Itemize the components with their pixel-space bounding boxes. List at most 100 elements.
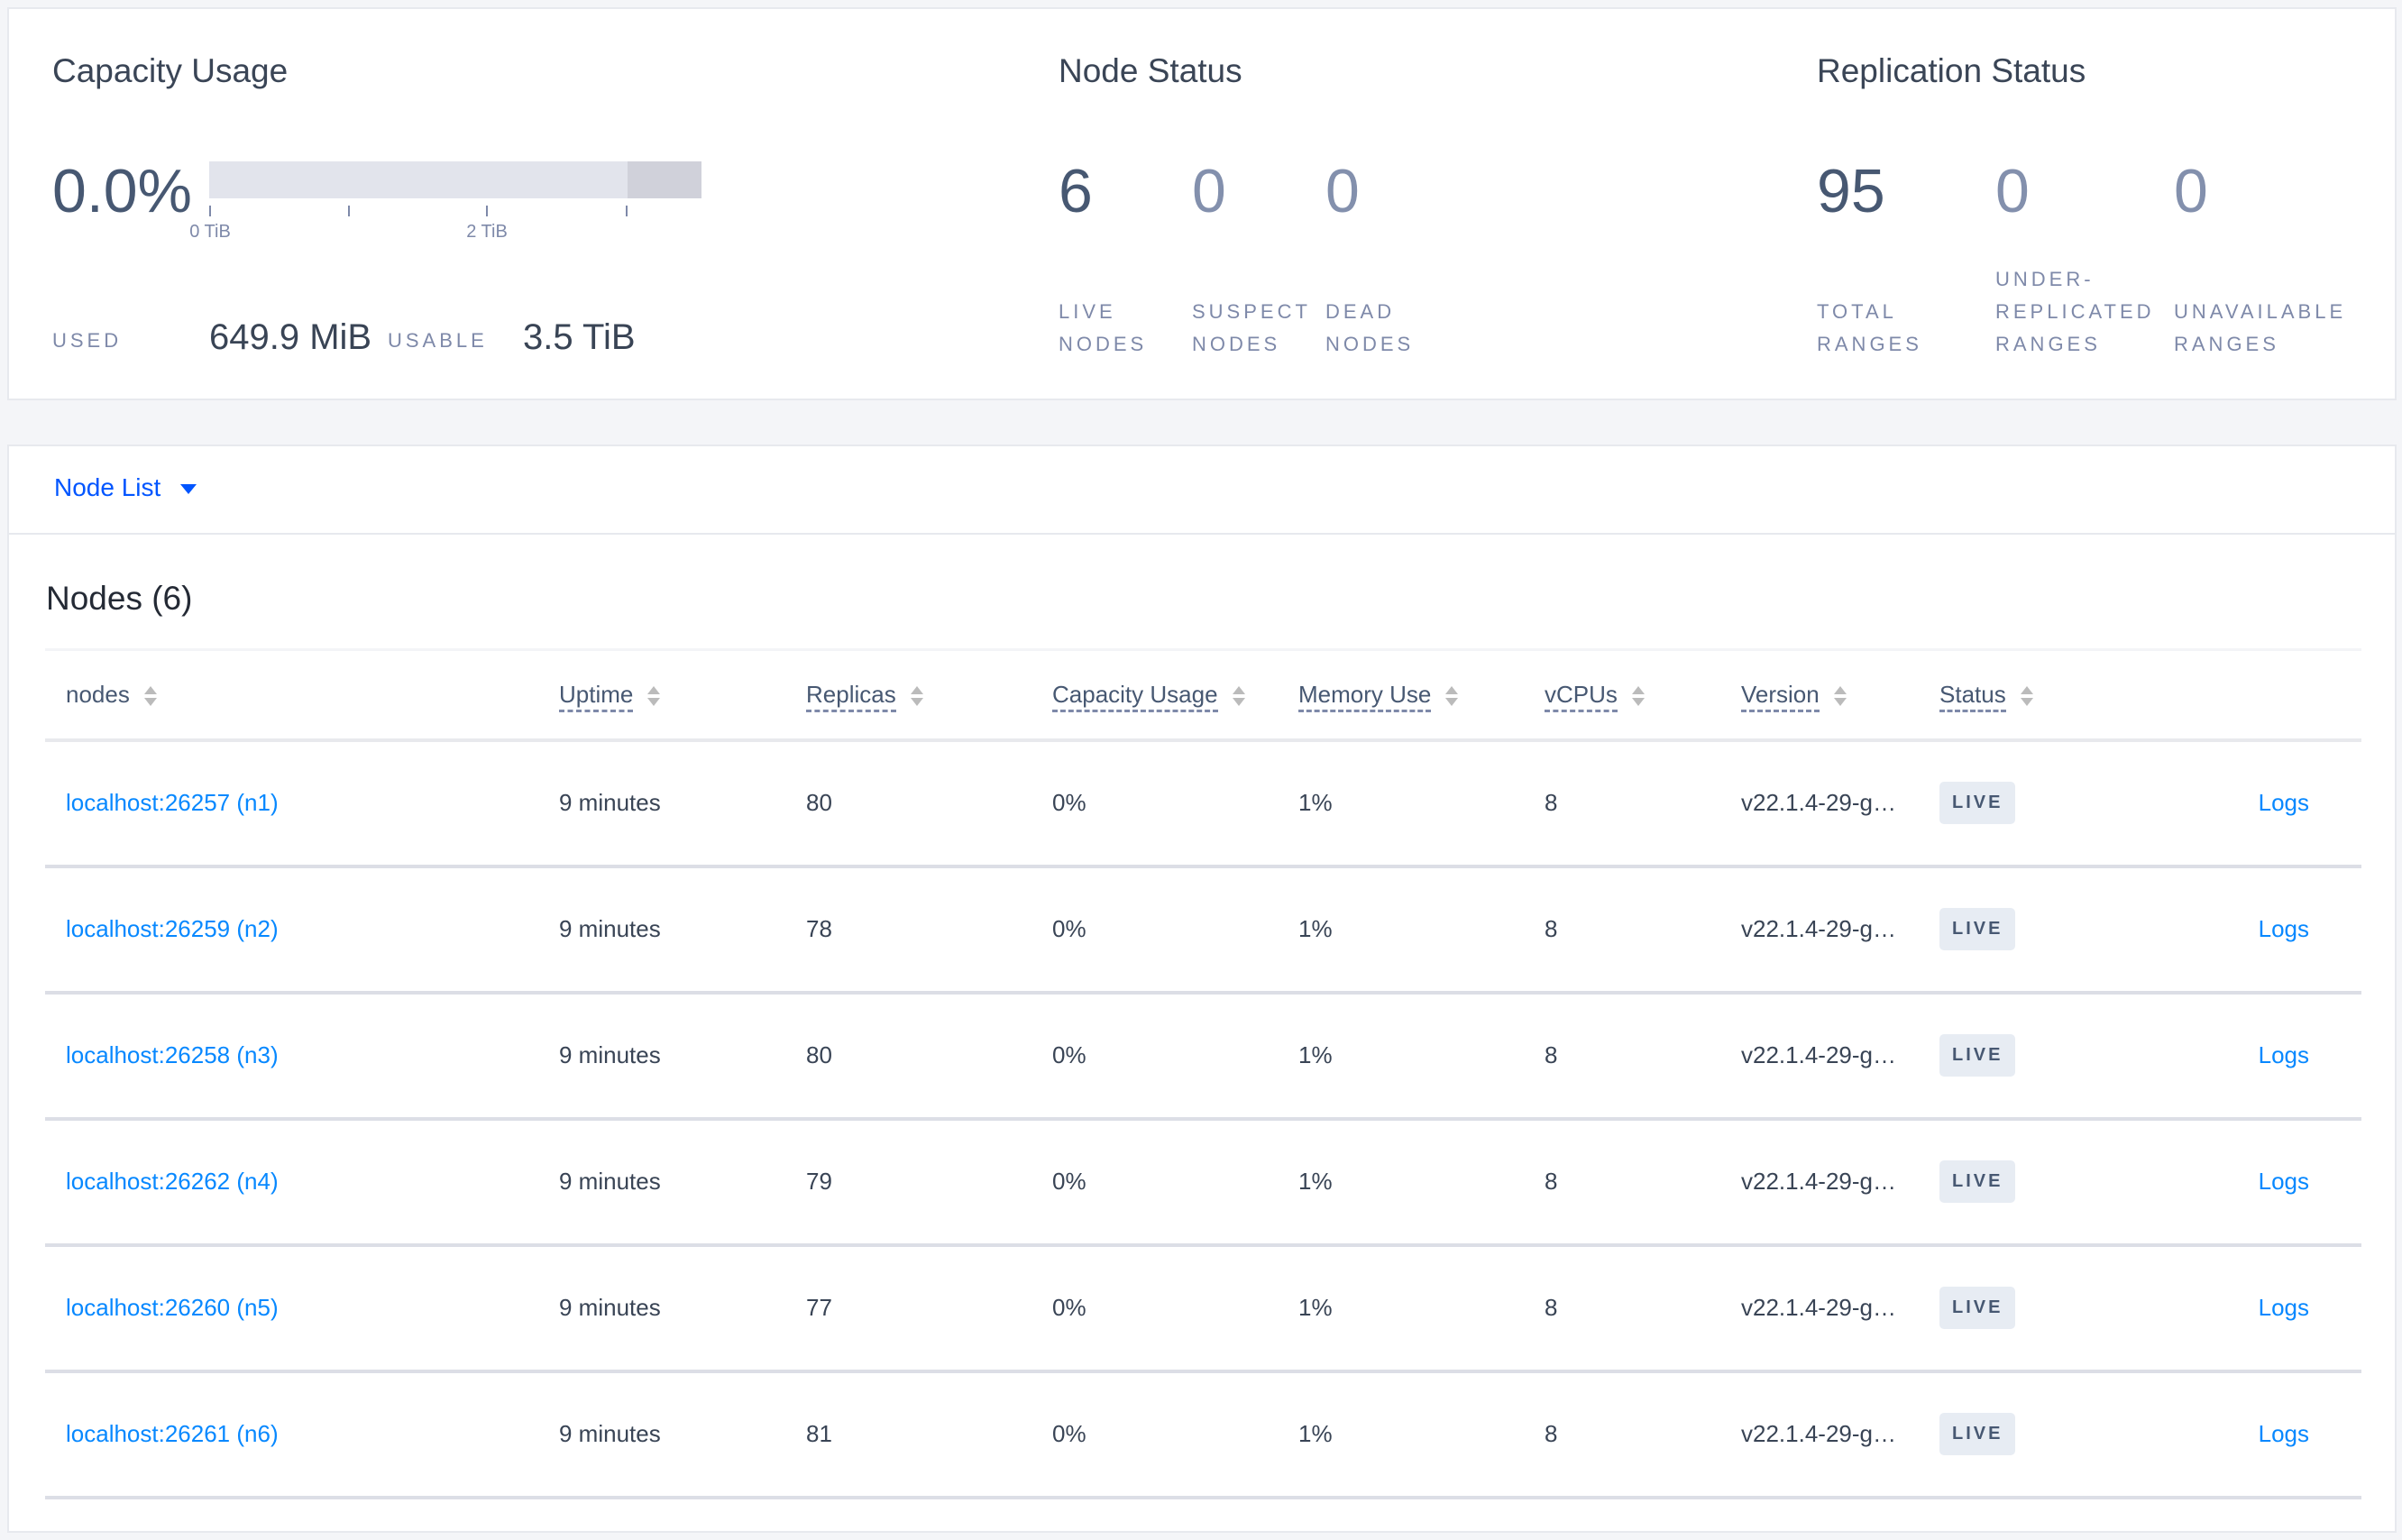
axis-label: 2 TiB bbox=[466, 222, 508, 242]
logs-cell: Logs bbox=[2138, 993, 2361, 1119]
sort-icon[interactable] bbox=[647, 685, 661, 706]
under-replicated-count: 0 bbox=[1995, 157, 2030, 225]
column-header-memory-use[interactable]: Memory Use bbox=[1298, 650, 1545, 740]
live-nodes-count: 6 bbox=[1059, 157, 1093, 225]
sort-icon[interactable] bbox=[143, 685, 157, 706]
dead-nodes-count: 0 bbox=[1325, 157, 1360, 225]
logs-link[interactable]: Logs bbox=[2258, 1168, 2309, 1195]
vcpus-cell: 8 bbox=[1545, 915, 1558, 942]
memory-cell: 1% bbox=[1298, 915, 1333, 942]
unavailable-ranges-count: 0 bbox=[2174, 157, 2208, 225]
node-cell: localhost:26259 (n2) bbox=[45, 866, 559, 993]
memory-cell: 1% bbox=[1298, 1041, 1333, 1068]
node-link[interactable]: localhost:26259 (n2) bbox=[66, 915, 279, 942]
capacity-cell: 0% bbox=[1052, 1420, 1086, 1447]
column-header-uptime[interactable]: Uptime bbox=[559, 650, 806, 740]
view-selector-dropdown[interactable]: Node List bbox=[54, 473, 197, 502]
replicas-cell: 80 bbox=[806, 1041, 832, 1068]
node-cell: localhost:26261 (n6) bbox=[45, 1371, 559, 1498]
sort-icon[interactable] bbox=[1631, 685, 1645, 706]
capacity-percent: 0.0% bbox=[52, 157, 192, 225]
vcpus-cell: 8 bbox=[1545, 1041, 1558, 1068]
version-cell: v22.1.4-29-g… bbox=[1741, 1168, 1896, 1195]
axis-tick bbox=[486, 206, 488, 216]
node-link[interactable]: localhost:26261 (n6) bbox=[66, 1420, 279, 1447]
suspect-nodes-label: SUSPECT NODES bbox=[1192, 300, 1311, 355]
logs-cell: Logs bbox=[2138, 1371, 2361, 1498]
status-cell: LIVE bbox=[1939, 1119, 2138, 1245]
logs-cell: Logs bbox=[2138, 740, 2361, 866]
sort-icon[interactable] bbox=[1232, 685, 1245, 706]
replication-status-title: Replication Status bbox=[1817, 52, 2086, 89]
logs-link[interactable]: Logs bbox=[2258, 915, 2309, 942]
total-ranges-count: 95 bbox=[1817, 157, 1885, 225]
cluster-summary-card: Capacity Usage 0.0% 0 TiB 2 TiB USED 649… bbox=[7, 7, 2397, 400]
column-header-version[interactable]: Version bbox=[1741, 650, 1939, 740]
node-status-title: Node Status bbox=[1059, 52, 1242, 89]
memory-cell: 1% bbox=[1298, 1168, 1333, 1195]
sort-icon[interactable] bbox=[2020, 685, 2033, 706]
table-row: localhost:26258 (n3) 9 minutes 80 0% 1% 8 v22.… bbox=[45, 993, 2361, 1119]
column-header-actions bbox=[2138, 650, 2361, 740]
node-cell: localhost:26260 (n5) bbox=[45, 1245, 559, 1371]
usable-value: 3.5 TiB bbox=[523, 317, 636, 357]
status-cell: LIVE bbox=[1939, 1245, 2138, 1371]
axis-tick bbox=[209, 206, 211, 216]
column-header-capacity-usage[interactable]: Capacity Usage bbox=[1052, 650, 1298, 740]
status-badge: LIVE bbox=[1939, 1287, 2016, 1329]
sort-icon[interactable] bbox=[1833, 685, 1847, 706]
logs-link[interactable]: Logs bbox=[2258, 789, 2309, 816]
column-header-label: Version bbox=[1741, 680, 1820, 712]
axis-tick bbox=[626, 206, 628, 216]
table-header-row: nodes Uptime Replicas Capacity Usage Memory … bbox=[45, 649, 2361, 740]
memory-cell: 1% bbox=[1298, 789, 1333, 816]
capacity-cell: 0% bbox=[1052, 1294, 1086, 1321]
axis-tick bbox=[348, 206, 350, 216]
total-ranges-label: TOTAL RANGES bbox=[1817, 300, 1922, 355]
status-cell: LIVE bbox=[1939, 1371, 2138, 1498]
table-row: localhost:26257 (n1) 9 minutes 80 0% 1% 8 v22.… bbox=[45, 740, 2361, 866]
sort-icon[interactable] bbox=[1445, 685, 1459, 706]
uptime-cell: 9 minutes bbox=[559, 1041, 661, 1068]
unavailable-ranges-label: UNAVAILABLE RANGES bbox=[2174, 300, 2347, 355]
memory-cell: 1% bbox=[1298, 1420, 1333, 1447]
status-badge: LIVE bbox=[1939, 1413, 2016, 1455]
usable-label: USABLE bbox=[388, 329, 488, 352]
status-cell: LIVE bbox=[1939, 866, 2138, 993]
vcpus-cell: 8 bbox=[1545, 1420, 1558, 1447]
uptime-cell: 9 minutes bbox=[559, 1168, 661, 1195]
used-value: 649.9 MiB bbox=[209, 317, 372, 357]
version-cell: v22.1.4-29-g… bbox=[1741, 1420, 1896, 1447]
node-link[interactable]: localhost:26262 (n4) bbox=[66, 1168, 279, 1195]
replicas-cell: 77 bbox=[806, 1294, 832, 1321]
version-cell: v22.1.4-29-g… bbox=[1741, 789, 1896, 816]
divider bbox=[9, 533, 2395, 535]
capacity-cell: 0% bbox=[1052, 1168, 1086, 1195]
nodes-table-title: Nodes (6) bbox=[46, 580, 193, 617]
column-header-label: Replicas bbox=[806, 680, 896, 712]
caret-down-icon bbox=[180, 484, 197, 495]
view-selector-label: Node List bbox=[54, 473, 161, 501]
under-replicated-label: UNDER- REPLICATED RANGES bbox=[1995, 268, 2155, 355]
column-header-status[interactable]: Status bbox=[1939, 650, 2138, 740]
node-link[interactable]: localhost:26257 (n1) bbox=[66, 789, 279, 816]
column-header-replicas[interactable]: Replicas bbox=[806, 650, 1052, 740]
replicas-cell: 80 bbox=[806, 789, 832, 816]
dead-nodes-label: DEAD NODES bbox=[1325, 300, 1415, 355]
logs-link[interactable]: Logs bbox=[2258, 1041, 2309, 1068]
node-link[interactable]: localhost:26258 (n3) bbox=[66, 1041, 279, 1068]
status-cell: LIVE bbox=[1939, 993, 2138, 1119]
vcpus-cell: 8 bbox=[1545, 1168, 1558, 1195]
logs-link[interactable]: Logs bbox=[2258, 1420, 2309, 1447]
logs-link[interactable]: Logs bbox=[2258, 1294, 2309, 1321]
table-row: localhost:26262 (n4) 9 minutes 79 0% 1% 8 v22.… bbox=[45, 1119, 2361, 1245]
node-cell: localhost:26257 (n1) bbox=[45, 740, 559, 866]
logs-cell: Logs bbox=[2138, 866, 2361, 993]
column-header-nodes[interactable]: nodes bbox=[45, 650, 559, 740]
sort-icon[interactable] bbox=[910, 685, 923, 706]
node-link[interactable]: localhost:26260 (n5) bbox=[66, 1294, 279, 1321]
capacity-cell: 0% bbox=[1052, 915, 1086, 942]
table-row: localhost:26261 (n6) 9 minutes 81 0% 1% 8 v22.… bbox=[45, 1371, 2361, 1498]
column-header-label: Capacity Usage bbox=[1052, 680, 1218, 712]
column-header-vcpus[interactable]: vCPUs bbox=[1545, 650, 1741, 740]
